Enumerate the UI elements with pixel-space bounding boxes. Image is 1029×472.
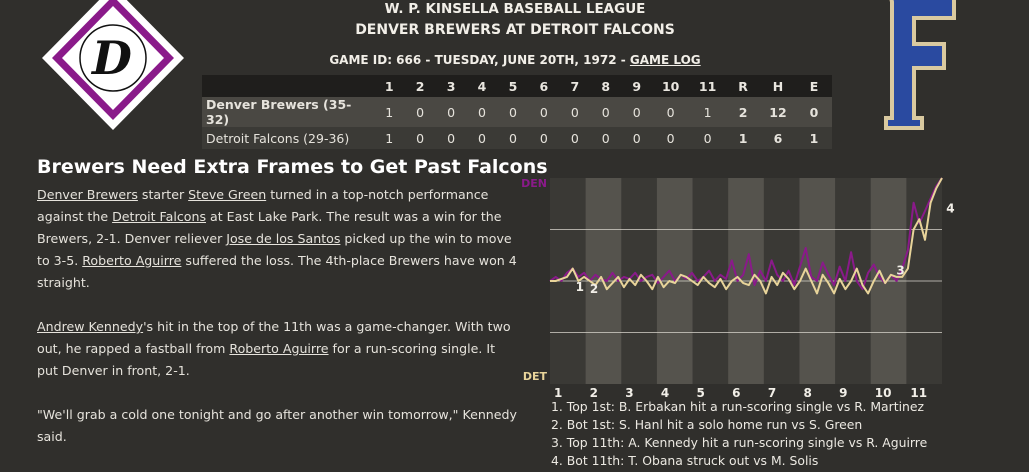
line-score-header: 1 2 3 4 5 6 7 8 9 10 11 R H E — [202, 75, 832, 97]
detroit-logo-letter: F — [922, 71, 923, 73]
detroit-logo: F — [884, 0, 956, 130]
player-link-andrew-kennedy[interactable]: Andrew Kennedy — [37, 319, 144, 334]
inning-score: 0 — [528, 127, 560, 149]
inning-score: 0 — [466, 127, 498, 149]
inning-score: 0 — [590, 127, 622, 149]
errors-total: 1 — [795, 127, 832, 149]
col-inning-6: 6 — [528, 75, 560, 97]
chart-top-label: DEN — [521, 177, 547, 190]
inning-score: 0 — [497, 97, 529, 127]
league-name: W. P. KINSELLA BASEBALL LEAGUE — [384, 1, 646, 17]
col-hits: H — [760, 75, 796, 97]
win-probability-chart: DEN DET 1 2 3 4 5 6 7 8 9 10 11 1 234 — [521, 177, 954, 400]
errors-total: 0 — [795, 97, 832, 127]
win-probability-line — [549, 177, 943, 291]
game-header: W. P. KINSELLA BASEBALL LEAGUE DENVER BR… — [200, 0, 830, 72]
article-paragraph-3: "We'll grab a cold one tonight and go af… — [37, 407, 517, 444]
team-name: Detroit Falcons (29-36) — [202, 127, 374, 149]
chart-note: 3. Top 11th: A. Kennedy hit a run-scorin… — [551, 435, 928, 450]
x-axis-label: 9 — [839, 386, 847, 400]
chart-notes: 1. Top 1st: B. Erbakan hit a run-scoring… — [551, 398, 927, 470]
col-inning-5: 5 — [497, 75, 529, 97]
inning-score: 0 — [559, 127, 591, 149]
player-link-jose-de-los-santos[interactable]: Jose de los Santos — [226, 231, 341, 246]
x-axis-label: 8 — [803, 386, 811, 400]
col-inning-1: 1 — [373, 75, 405, 97]
inning-score: 0 — [435, 97, 467, 127]
line-score-row-away: Denver Brewers (35-32) 1 0 0 0 0 0 0 0 0… — [202, 97, 832, 127]
inning-score: 1 — [373, 97, 405, 127]
article-paragraph-2: Andrew Kennedy's hit in the top of the 1… — [37, 319, 511, 378]
inning-score: 0 — [404, 127, 436, 149]
game-id-date: GAME ID: 666 - TUESDAY, JUNE 20TH, 1972 … — [329, 53, 626, 67]
inning-score: 0 — [528, 97, 560, 127]
col-inning-3: 3 — [435, 75, 467, 97]
x-axis-label: 2 — [590, 386, 598, 400]
col-errors: E — [795, 75, 832, 97]
x-axis-label: 7 — [768, 386, 776, 400]
inning-score: 0 — [621, 127, 653, 149]
game-log-link[interactable]: GAME LOG — [629, 53, 701, 67]
col-inning-8: 8 — [590, 75, 622, 97]
chart-note: 4. Bot 11th: T. Obana struck out vs M. S… — [551, 453, 819, 468]
chart-bottom-label: DET — [523, 370, 548, 383]
inning-score: 0 — [559, 97, 591, 127]
denver-logo: D — [42, 0, 184, 130]
inning-score: 0 — [689, 127, 727, 149]
matchup-title: DENVER BREWERS AT DETROIT FALCONS — [355, 22, 675, 38]
denver-logo-letter: D — [90, 31, 132, 85]
team-link-denver[interactable]: Denver Brewers — [37, 187, 138, 202]
inning-score: 0 — [404, 97, 436, 127]
hits-total: 6 — [760, 127, 796, 149]
article-headline: Brewers Need Extra Frames to Get Past Fa… — [37, 156, 548, 178]
win-probability-line — [550, 177, 943, 295]
col-inning-11: 11 — [689, 75, 727, 97]
inning-score: 1 — [689, 97, 727, 127]
player-link-steve-green[interactable]: Steve Green — [188, 187, 267, 202]
player-link-roberto-aguirre[interactable]: Roberto Aguirre — [82, 253, 182, 268]
x-axis-label: 11 — [910, 386, 927, 400]
col-inning-9: 9 — [621, 75, 653, 97]
hits-total: 12 — [760, 97, 796, 127]
player-link-roberto-aguirre[interactable]: Roberto Aguirre — [229, 341, 329, 356]
team-link-detroit[interactable]: Detroit Falcons — [112, 209, 206, 224]
col-inning-10: 10 — [652, 75, 690, 97]
line-score-table: 1 2 3 4 5 6 7 8 9 10 11 R H E Denver Bre… — [202, 75, 832, 149]
chart-note: 1. Top 1st: B. Erbakan hit a run-scoring… — [551, 399, 925, 414]
event-marker[interactable]: 3 — [896, 264, 904, 278]
runs-total: 1 — [726, 127, 761, 149]
col-runs: R — [726, 75, 761, 97]
inning-score: 0 — [497, 127, 529, 149]
team-name: Denver Brewers (35-32) — [202, 97, 374, 127]
inning-score: 0 — [621, 97, 653, 127]
game-info: GAME ID: 666 - TUESDAY, JUNE 20TH, 1972 … — [200, 48, 830, 72]
col-inning-4: 4 — [466, 75, 498, 97]
inning-score: 0 — [590, 97, 622, 127]
event-marker[interactable]: 4 — [946, 202, 954, 216]
inning-score: 0 — [652, 97, 690, 127]
event-marker[interactable]: 2 — [590, 282, 598, 296]
inning-score: 0 — [466, 97, 498, 127]
x-axis-label: 3 — [625, 386, 633, 400]
col-inning-7: 7 — [559, 75, 591, 97]
x-axis-label: 1 — [554, 386, 562, 400]
inning-score: 1 — [373, 127, 405, 149]
inning-score: 0 — [652, 127, 690, 149]
article-paragraph-1: Denver Brewers starter Steve Green turne… — [37, 187, 517, 290]
chart-note: 2. Bot 1st: S. Hanl hit a solo home run … — [551, 417, 863, 432]
x-axis-label: 6 — [732, 386, 740, 400]
x-axis-label: 5 — [697, 386, 705, 400]
x-axis-label: 10 — [875, 386, 892, 400]
x-axis-label: 4 — [661, 386, 669, 400]
event-marker[interactable]: 1 — [576, 280, 584, 294]
line-score-row-home: Detroit Falcons (29-36) 1 0 0 0 0 0 0 0 … — [202, 127, 832, 149]
col-inning-2: 2 — [404, 75, 436, 97]
runs-total: 2 — [726, 97, 761, 127]
inning-score: 0 — [435, 127, 467, 149]
